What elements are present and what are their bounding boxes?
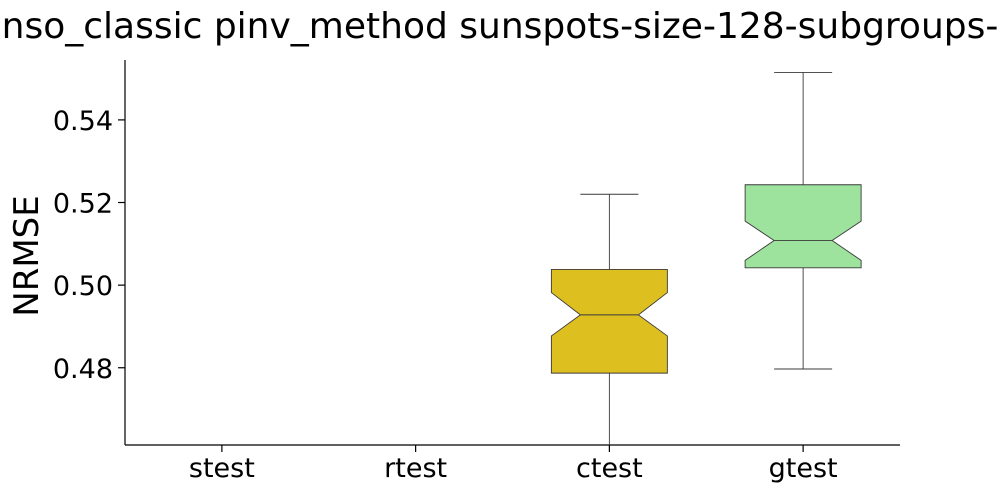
x-tick-label-rtest: rtest [384,453,447,484]
y-tick-label: 0.48 [53,354,113,385]
x-ticks: stest rtest ctest gtest [189,445,838,484]
box-ctest [550,193,668,445]
x-tick-label-stest: stest [189,453,255,484]
x-tick-label-ctest: ctest [576,453,643,484]
y-ticks: 0.48 0.50 0.52 0.54 [53,106,125,385]
y-tick-label: 0.50 [53,271,113,302]
boxes [550,71,862,445]
y-axis-label: NRMSE [7,195,47,316]
chart-title: nso_classic pinv_method sunspots-size-12… [2,6,999,47]
x-tick-label-gtest: gtest [769,453,838,484]
box-gtest [744,71,862,370]
box-body-ctest [550,268,668,374]
y-tick-label: 0.52 [53,189,113,220]
box-body-gtest [744,184,862,269]
y-tick-label: 0.54 [53,106,113,137]
